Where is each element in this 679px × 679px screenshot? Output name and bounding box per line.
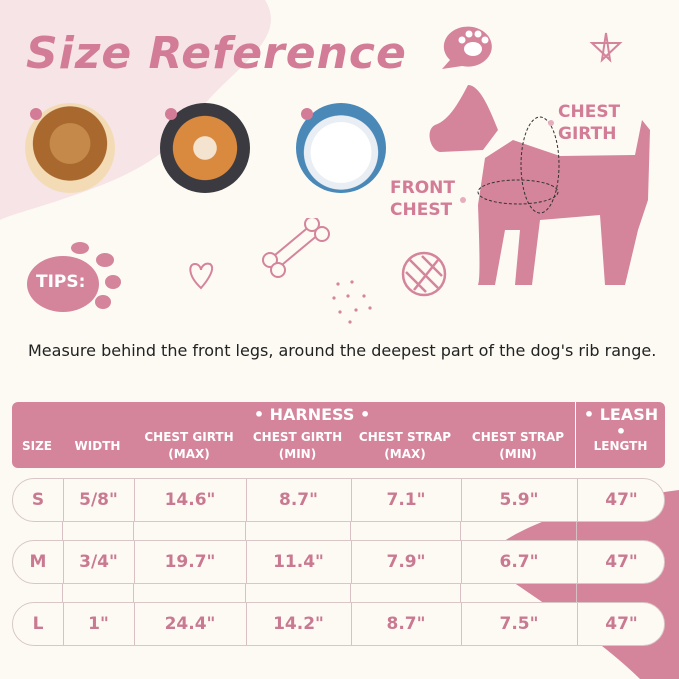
cell-chest-girth-max: 14.6" bbox=[164, 490, 216, 510]
cell-width: 1" bbox=[88, 614, 109, 634]
cell-chest-strap-max: 7.9" bbox=[386, 552, 426, 572]
header-chest-strap-max: CHEST STRAP (MAX) bbox=[358, 430, 452, 461]
cell-chest-strap-min: 6.7" bbox=[499, 552, 539, 572]
group-harness: • HARNESS • bbox=[253, 405, 371, 424]
table-header: • HARNESS • • LEASH • SIZE WIDTH CHEST G… bbox=[12, 402, 665, 468]
cell-size: L bbox=[32, 614, 44, 634]
paw-speech-bubble-icon bbox=[442, 26, 492, 69]
cell-chest-strap-max: 7.1" bbox=[386, 490, 426, 510]
bone-icon bbox=[262, 218, 330, 278]
dots-decoration bbox=[332, 280, 372, 324]
dot bbox=[301, 108, 313, 120]
cell-chest-strap-min: 7.5" bbox=[499, 614, 539, 634]
measure-instructions: Measure behind the front legs, around th… bbox=[28, 341, 657, 360]
header-length: LENGTH bbox=[593, 439, 648, 453]
cell-chest-girth-max: 19.7" bbox=[164, 552, 216, 572]
chest-girth-label: CHEST GIRTH bbox=[558, 102, 621, 144]
cell-width: 3/4" bbox=[79, 552, 118, 572]
yarn-ball-icon bbox=[401, 251, 447, 297]
star-icon bbox=[589, 32, 623, 63]
table-row: L 1" 24.4" 14.2" 8.7" 7.5" 47" bbox=[12, 602, 665, 646]
front-chest-label: FRONT CHEST bbox=[390, 178, 455, 220]
header-chest-strap-min: CHEST STRAP (MIN) bbox=[471, 430, 565, 461]
tips-paw-icon bbox=[27, 242, 121, 312]
header-width: WIDTH bbox=[74, 439, 121, 453]
cell-leash-length: 47" bbox=[605, 552, 638, 572]
cell-leash-length: 47" bbox=[605, 614, 638, 634]
cell-width: 5/8" bbox=[79, 490, 118, 510]
table-row: S 5/8" 14.6" 8.7" 7.1" 5.9" 47" bbox=[12, 478, 665, 522]
tips-label: TIPS: bbox=[36, 272, 86, 292]
dot bbox=[30, 108, 42, 120]
header-size: SIZE bbox=[21, 439, 52, 453]
group-leash: • LEASH • bbox=[583, 405, 659, 441]
cell-chest-girth-max: 24.4" bbox=[164, 614, 216, 634]
header-chest-girth-min: CHEST GIRTH (MIN) bbox=[252, 430, 343, 461]
dot bbox=[165, 108, 177, 120]
cell-chest-girth-min: 11.4" bbox=[273, 552, 324, 572]
cell-chest-girth-min: 14.2" bbox=[273, 614, 324, 634]
page-title: Size Reference bbox=[26, 28, 407, 79]
table-row: M 3/4" 19.7" 11.4" 7.9" 6.7" 47" bbox=[12, 540, 665, 584]
cell-size: M bbox=[29, 552, 47, 572]
cell-size: S bbox=[31, 490, 45, 510]
cell-leash-length: 47" bbox=[605, 490, 638, 510]
dog-silhouette-diagram bbox=[429, 85, 650, 285]
cell-chest-girth-min: 8.7" bbox=[279, 490, 318, 510]
cell-chest-strap-max: 8.7" bbox=[386, 614, 426, 634]
header-chest-girth-max: CHEST GIRTH (MAX) bbox=[144, 430, 234, 461]
cell-chest-strap-min: 5.9" bbox=[499, 490, 539, 510]
heart-icon bbox=[189, 262, 214, 290]
